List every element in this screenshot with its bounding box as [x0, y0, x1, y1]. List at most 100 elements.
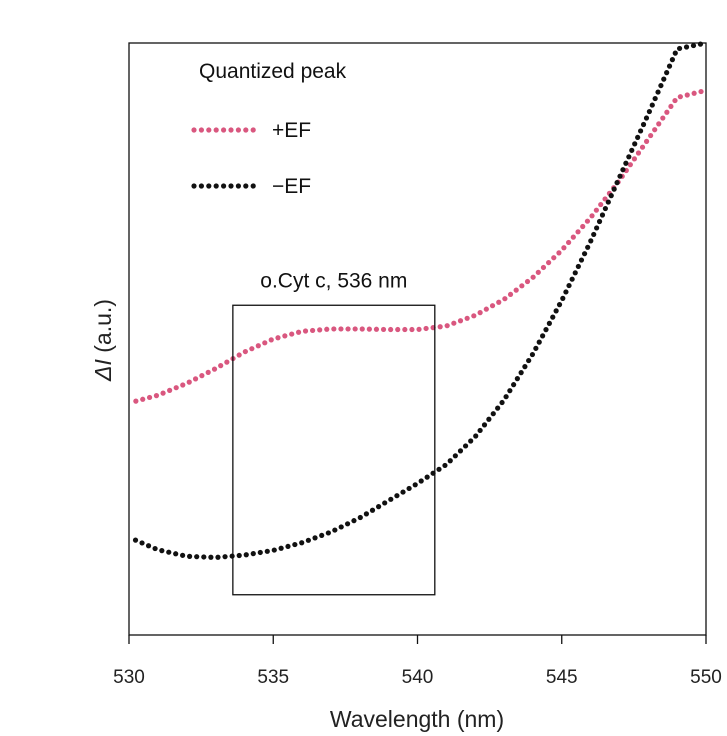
data-point [352, 326, 358, 332]
data-point [490, 411, 496, 417]
data-point [551, 255, 557, 261]
data-point [332, 527, 338, 533]
data-point [648, 132, 654, 139]
legend-marker-dot [228, 127, 234, 133]
data-point [507, 291, 514, 298]
data-point [382, 500, 388, 506]
data-point [602, 205, 608, 212]
data-point [529, 351, 536, 358]
data-point [627, 162, 633, 168]
data-point [563, 289, 569, 295]
data-point [605, 199, 611, 205]
data-point [546, 259, 552, 266]
annotation-box [232, 304, 436, 596]
data-point [655, 89, 661, 95]
data-point [249, 346, 255, 352]
legend-marker-dot [198, 183, 204, 189]
legend-marker-dot [206, 183, 212, 189]
legend-marker-dot [235, 183, 241, 189]
data-point [380, 326, 387, 333]
data-point [436, 466, 442, 472]
legend-title: Quantized peak [199, 60, 347, 83]
data-point [423, 325, 429, 332]
data-point [317, 327, 323, 333]
data-point [518, 370, 524, 376]
data-point [338, 326, 344, 332]
data-point [578, 257, 585, 263]
data-point [192, 376, 199, 382]
x-axis-ticks: 530 535 540 545 550 [113, 635, 722, 688]
data-point [451, 320, 457, 326]
data-point [292, 541, 298, 548]
data-point [153, 393, 160, 399]
data-point [502, 296, 508, 302]
data-point [620, 167, 626, 173]
data-point [623, 160, 629, 166]
series-layer [132, 41, 704, 560]
data-point [133, 398, 139, 404]
data-point [369, 507, 376, 513]
data-point [180, 552, 186, 558]
data-point [588, 238, 594, 244]
data-point [462, 443, 469, 449]
data-point [344, 521, 351, 527]
data-point [698, 88, 704, 95]
data-point [199, 373, 205, 379]
data-point [224, 359, 230, 365]
data-point [526, 357, 532, 364]
data-point [611, 186, 617, 192]
data-point [319, 532, 325, 539]
annotation-label: o.Cyt c, 536 nm [260, 269, 407, 292]
data-point [242, 348, 248, 355]
data-point [535, 269, 541, 275]
data-point [418, 478, 424, 484]
data-point [299, 540, 305, 546]
data-point [556, 302, 563, 308]
data-point [599, 212, 606, 218]
data-point [524, 278, 531, 285]
data-point [132, 537, 139, 543]
data-point [533, 345, 539, 351]
series-plus-ef [133, 88, 704, 404]
legend-marker-dot [213, 183, 219, 189]
data-point [262, 340, 268, 346]
legend-marker-dot [213, 127, 219, 133]
data-point [594, 225, 600, 231]
data-point [513, 287, 519, 293]
data-point [180, 382, 186, 388]
series-minus-ef [132, 41, 704, 560]
legend-marker-dot [235, 127, 241, 133]
data-point [560, 295, 566, 301]
data-point [602, 196, 608, 202]
data-point [295, 329, 302, 335]
legend-marker-dot [221, 183, 227, 189]
data-point [285, 543, 291, 550]
data-point [632, 141, 638, 147]
data-point [598, 201, 604, 208]
data-point [275, 335, 281, 341]
data-point [424, 474, 430, 480]
data-point [152, 545, 158, 552]
data-point [519, 283, 525, 289]
data-point [589, 213, 595, 219]
y-axis-title-unit: (a.u.) [90, 299, 116, 359]
data-point [626, 154, 632, 160]
data-point [676, 45, 683, 52]
data-point [495, 405, 501, 411]
legend-marker-dot [250, 183, 256, 189]
y-axis-title-symbol: ΔI [90, 359, 116, 382]
data-point [222, 554, 228, 560]
data-point [575, 229, 581, 235]
data-point [331, 326, 337, 332]
data-point [205, 369, 211, 375]
data-point [540, 264, 547, 271]
data-point [481, 422, 488, 428]
data-point [593, 207, 599, 213]
data-point [553, 308, 559, 314]
data-point [139, 540, 145, 546]
data-point [507, 388, 513, 394]
y-axis-title: ΔI (a.u.) [90, 299, 116, 382]
data-point [503, 394, 509, 400]
data-point [585, 244, 591, 250]
legend-marker-dot [243, 183, 249, 189]
